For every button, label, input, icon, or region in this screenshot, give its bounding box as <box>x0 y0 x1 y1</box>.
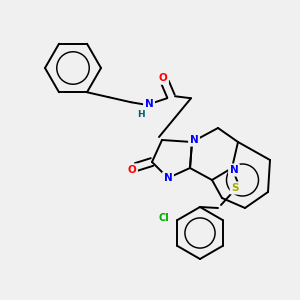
Text: O: O <box>159 73 167 83</box>
Text: H: H <box>137 110 145 119</box>
Text: N: N <box>164 173 172 183</box>
Text: O: O <box>128 165 136 175</box>
Text: S: S <box>231 183 239 193</box>
Text: N: N <box>145 99 153 109</box>
Text: N: N <box>190 135 198 145</box>
Text: Cl: Cl <box>158 213 169 223</box>
Text: N: N <box>230 165 238 175</box>
